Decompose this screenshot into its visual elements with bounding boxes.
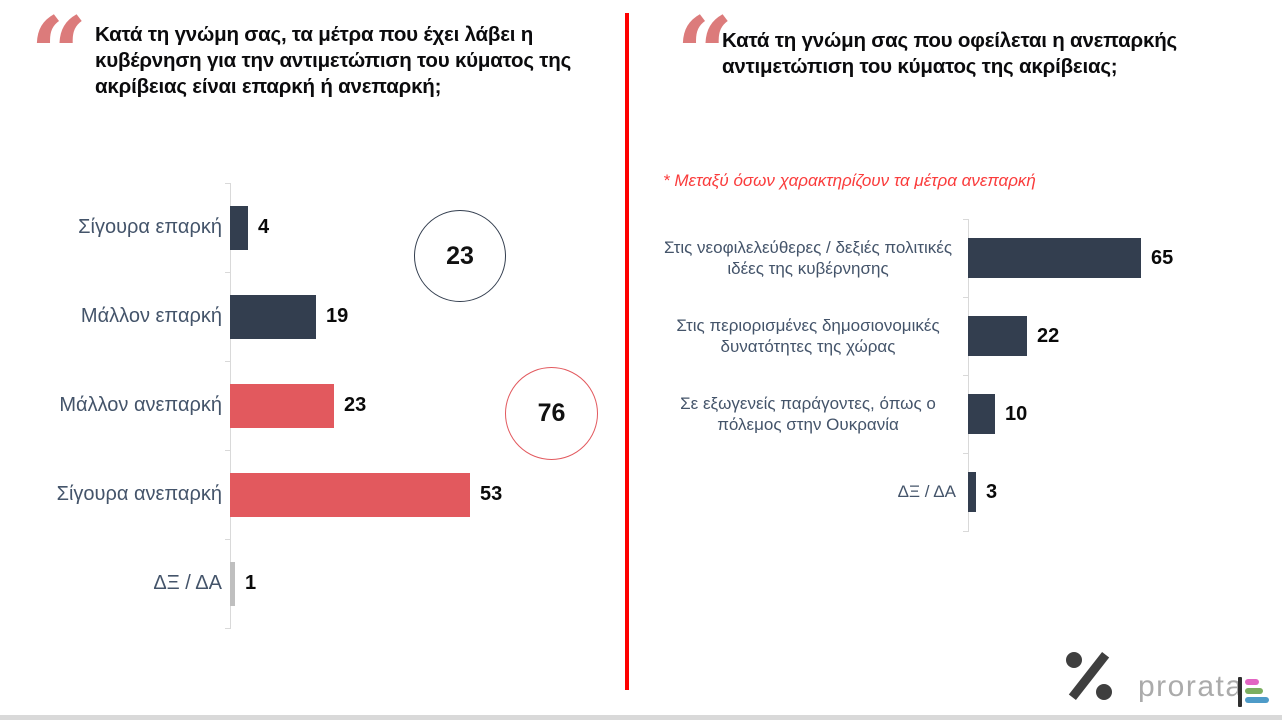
- bar-row: ΔΞ / ΔΑ 1: [30, 539, 610, 628]
- chart-axis: [963, 219, 969, 532]
- percent-logo-icon: [1066, 651, 1112, 701]
- bar-row: Σίγουρα επαρκή 4: [30, 183, 610, 272]
- bar: [230, 561, 235, 606]
- category-label: ΔΞ / ΔΑ: [897, 482, 956, 502]
- question-title-right: Κατά τη γνώμη σας που οφείλεται η ανεπαρ…: [722, 29, 1178, 79]
- bar-value-label: 65: [1151, 246, 1174, 269]
- category-label: Σε εξωγενείς παράγοντες, όπως ο πόλεμος …: [680, 393, 936, 434]
- prorata-logo: prorata: [1058, 646, 1282, 714]
- category-label: ΔΞ / ΔΑ: [153, 572, 222, 594]
- prorata-chart-icon: [1238, 677, 1269, 707]
- question-title-left: Κατά τη γνώμη σας, τα μέτρα που έχει λάβ…: [95, 23, 572, 99]
- bar-value-label: 22: [1037, 324, 1060, 347]
- divider-line: [625, 13, 629, 690]
- quote-icon: “: [676, 0, 734, 113]
- bar: [968, 472, 976, 512]
- category-label: Σίγουρα επαρκή: [78, 216, 222, 238]
- bottom-edge-strip: [0, 715, 1282, 720]
- category-label: Μάλλον επαρκή: [80, 305, 222, 327]
- bar-value-label: 23: [344, 394, 367, 416]
- category-label: Σίγουρα ανεπαρκή: [56, 483, 222, 505]
- bar: [230, 294, 316, 339]
- category-label: Μάλλον ανεπαρκή: [59, 394, 222, 416]
- category-label: Στις περιορισμένες δημοσιονομικές δυνατό…: [676, 315, 940, 356]
- causes-bar-chart: Στις νεοφιλελεύθερες / δεξιές πολιτικές …: [660, 219, 1260, 531]
- bar-row: Μάλλον επαρκή 19: [30, 272, 610, 361]
- bar: [968, 394, 995, 434]
- bar-row: Σε εξωγενείς παράγοντες, όπως ο πόλεμος …: [660, 375, 1260, 453]
- bar: [968, 238, 1141, 278]
- bar-row: Σίγουρα ανεπαρκή 53: [30, 450, 610, 539]
- bar-value-label: 53: [480, 483, 503, 505]
- quote-icon: “: [30, 0, 88, 113]
- bar-row: ΔΞ / ΔΑ 3: [660, 453, 1260, 531]
- bar-row: Μάλλον ανεπαρκή 23: [30, 361, 610, 450]
- methodology-note: * Μεταξύ όσων χαρακτηρίζουν τα μέτρα ανε…: [663, 171, 1036, 190]
- bar-value-label: 1: [245, 572, 257, 594]
- prorata-logo-text: prorata: [1138, 670, 1244, 703]
- bar: [230, 472, 470, 517]
- bar: [230, 205, 248, 250]
- category-label: Στις νεοφιλελεύθερες / δεξιές πολιτικές …: [663, 237, 953, 278]
- bar-value-label: 10: [1005, 402, 1028, 425]
- total-adequate-badge: 23: [414, 210, 506, 302]
- bar-row: Στις νεοφιλελεύθερες / δεξιές πολιτικές …: [660, 219, 1260, 297]
- adequacy-bar-chart: Σίγουρα επαρκή 4 Μάλλον επαρκή 19 Μάλλον ανε…: [30, 183, 610, 628]
- bar-value-label: 4: [258, 216, 270, 238]
- bar-value-label: 19: [326, 305, 349, 327]
- total-inadequate-badge: 76: [505, 367, 598, 460]
- bar: [968, 316, 1027, 356]
- bar-value-label: 3: [986, 480, 998, 503]
- bar: [230, 383, 334, 428]
- bar-row: Στις περιορισμένες δημοσιονομικές δυνατό…: [660, 297, 1260, 375]
